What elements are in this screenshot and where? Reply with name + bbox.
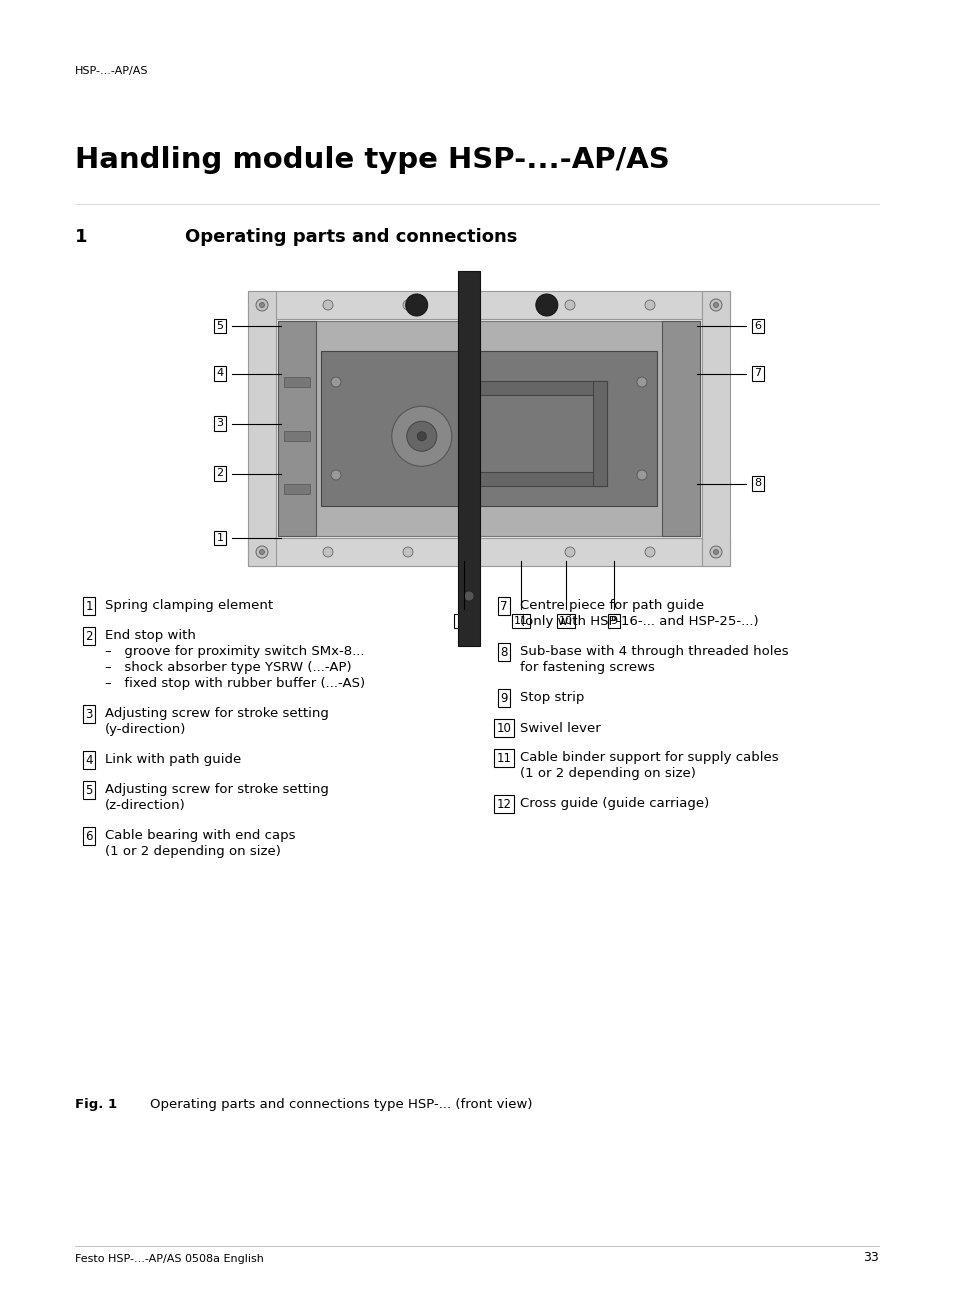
Text: 2: 2 xyxy=(85,629,92,643)
Text: 7: 7 xyxy=(754,368,760,379)
Text: (z-direction): (z-direction) xyxy=(105,799,186,812)
Circle shape xyxy=(644,547,655,556)
Text: for fastening screws: for fastening screws xyxy=(519,662,654,674)
Text: 9: 9 xyxy=(499,691,507,704)
Text: 8: 8 xyxy=(754,478,760,488)
Text: Stop strip: Stop strip xyxy=(519,691,584,704)
Circle shape xyxy=(713,550,718,555)
Text: 4: 4 xyxy=(216,368,223,379)
Text: Cable binder support for supply cables: Cable binder support for supply cables xyxy=(519,751,778,764)
Text: 8: 8 xyxy=(499,645,507,658)
Bar xyxy=(472,381,606,394)
Text: (y-direction): (y-direction) xyxy=(105,724,186,737)
Circle shape xyxy=(416,432,426,440)
Bar xyxy=(592,381,606,486)
Text: 10: 10 xyxy=(558,616,573,626)
Circle shape xyxy=(637,377,646,387)
Text: 5: 5 xyxy=(85,784,92,797)
Circle shape xyxy=(564,547,575,556)
Bar xyxy=(248,291,275,565)
Circle shape xyxy=(323,547,333,556)
Text: Centre piece for path guide: Centre piece for path guide xyxy=(519,599,703,613)
Circle shape xyxy=(644,300,655,310)
Text: End stop with: End stop with xyxy=(105,629,195,643)
Bar xyxy=(284,485,310,494)
Bar xyxy=(701,291,729,565)
Circle shape xyxy=(402,300,413,310)
Circle shape xyxy=(406,422,436,452)
Text: Adjusting screw for stroke setting: Adjusting screw for stroke setting xyxy=(105,784,329,797)
Text: Operating parts and connections type HSP-... (front view): Operating parts and connections type HSP… xyxy=(150,1098,532,1111)
Bar xyxy=(248,538,729,565)
Bar xyxy=(277,321,700,535)
Circle shape xyxy=(536,294,558,316)
Circle shape xyxy=(259,303,264,307)
Text: 11: 11 xyxy=(496,751,511,764)
Text: 6: 6 xyxy=(754,321,760,330)
Text: 11: 11 xyxy=(514,616,527,626)
Text: Fig. 1: Fig. 1 xyxy=(75,1098,117,1111)
Text: Spring clamping element: Spring clamping element xyxy=(105,599,273,613)
Text: 10: 10 xyxy=(497,721,511,734)
Text: 1: 1 xyxy=(75,229,88,246)
Text: (only with HSP-16-... and HSP-25-...): (only with HSP-16-... and HSP-25-...) xyxy=(519,615,758,628)
Text: Adjusting screw for stroke setting: Adjusting screw for stroke setting xyxy=(105,708,329,721)
Text: (1 or 2 depending on size): (1 or 2 depending on size) xyxy=(519,768,695,781)
Circle shape xyxy=(255,299,268,311)
Circle shape xyxy=(259,550,264,555)
Bar xyxy=(472,471,606,486)
Text: –   shock absorber type YSRW (...-AP): – shock absorber type YSRW (...-AP) xyxy=(105,662,352,674)
Text: 5: 5 xyxy=(216,321,223,330)
Text: 12: 12 xyxy=(456,616,471,626)
Circle shape xyxy=(637,470,646,481)
Bar xyxy=(661,321,700,535)
Text: –   groove for proximity switch SMx-8...: – groove for proximity switch SMx-8... xyxy=(105,645,364,658)
Circle shape xyxy=(392,406,452,466)
Text: HSP-...-AP/AS: HSP-...-AP/AS xyxy=(75,67,149,76)
Circle shape xyxy=(709,299,721,311)
Text: –   fixed stop with rubber buffer (...-AS): – fixed stop with rubber buffer (...-AS) xyxy=(105,678,365,691)
Text: 1: 1 xyxy=(216,533,223,543)
Circle shape xyxy=(255,546,268,558)
Circle shape xyxy=(331,377,340,387)
Text: (1 or 2 depending on size): (1 or 2 depending on size) xyxy=(105,845,280,858)
Text: Handling module type HSP-...-AP/AS: Handling module type HSP-...-AP/AS xyxy=(75,146,669,174)
Bar xyxy=(284,376,310,387)
Text: 4: 4 xyxy=(85,754,92,767)
Text: 2: 2 xyxy=(216,469,223,478)
Text: Festo HSP-...-AP/AS 0508a English: Festo HSP-...-AP/AS 0508a English xyxy=(75,1254,264,1264)
Text: Cable bearing with end caps: Cable bearing with end caps xyxy=(105,829,295,842)
Circle shape xyxy=(331,470,340,481)
Text: 3: 3 xyxy=(216,418,223,428)
Text: Link with path guide: Link with path guide xyxy=(105,754,241,767)
Bar xyxy=(320,351,657,505)
Circle shape xyxy=(713,303,718,307)
Circle shape xyxy=(463,592,474,601)
Text: 7: 7 xyxy=(499,599,507,613)
Text: 9: 9 xyxy=(610,616,617,626)
Bar xyxy=(284,431,310,440)
Text: Operating parts and connections: Operating parts and connections xyxy=(185,229,517,246)
Circle shape xyxy=(323,300,333,310)
Bar xyxy=(277,321,315,535)
Circle shape xyxy=(402,547,413,556)
Bar xyxy=(248,291,729,565)
Text: 1: 1 xyxy=(85,599,92,613)
Bar xyxy=(457,272,479,646)
Text: 6: 6 xyxy=(85,829,92,842)
Bar xyxy=(248,291,729,319)
Circle shape xyxy=(564,300,575,310)
Text: Cross guide (guide carriage): Cross guide (guide carriage) xyxy=(519,798,708,811)
Text: 33: 33 xyxy=(862,1251,878,1264)
Text: 3: 3 xyxy=(85,708,92,721)
Circle shape xyxy=(709,546,721,558)
Text: Sub-base with 4 through threaded holes: Sub-base with 4 through threaded holes xyxy=(519,645,788,658)
Circle shape xyxy=(405,294,427,316)
Text: Swivel lever: Swivel lever xyxy=(519,721,600,734)
Text: 12: 12 xyxy=(496,798,511,811)
